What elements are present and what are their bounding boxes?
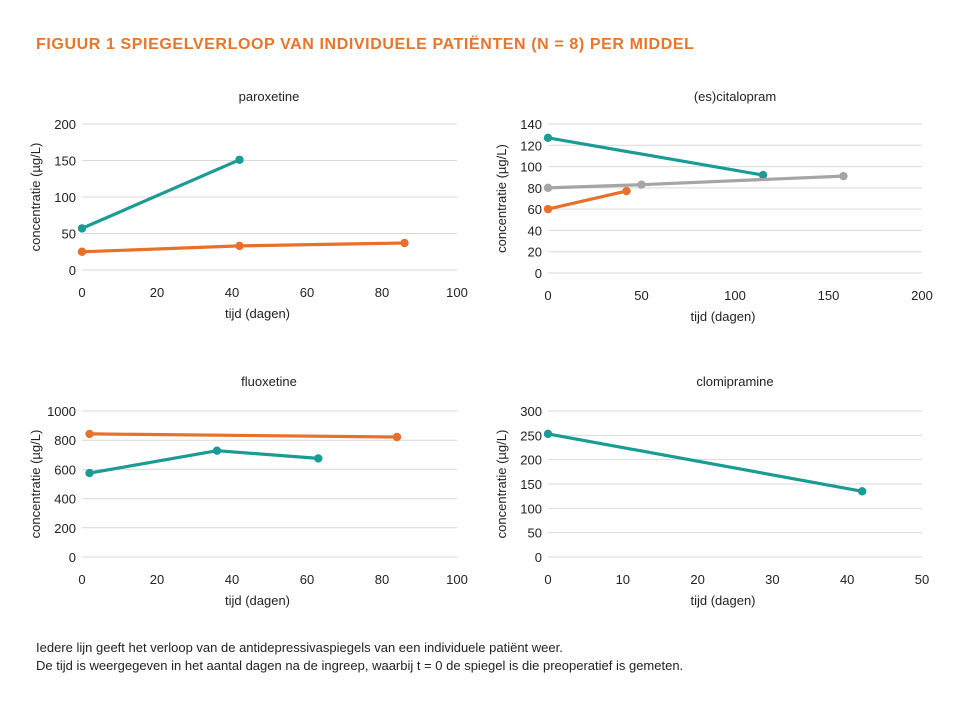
- x-axis-label: tijd (dagen): [690, 593, 755, 608]
- y-tick-label: 200: [54, 521, 76, 536]
- data-point: [235, 241, 244, 251]
- x-tick-label: 40: [225, 572, 239, 587]
- y-tick-label: 100: [520, 160, 542, 175]
- x-tick-label: 80: [375, 572, 389, 587]
- x-tick-label: 100: [446, 572, 468, 587]
- chart-0: 0 50 100 150 200 0 20 40 60 80 100 paroxetine tijd (…: [28, 89, 468, 321]
- x-tick-label: 50: [915, 572, 929, 587]
- data-point: [543, 429, 553, 439]
- chart-2: 0 200 400 600 800 1000 0 20 40 60 80 100 fluoxetine t…: [28, 374, 468, 608]
- data-point: [622, 186, 631, 196]
- x-tick-label: 60: [300, 285, 314, 300]
- y-axis-label: concentratie (µg/L): [494, 430, 509, 539]
- y-tick-label: 120: [520, 138, 542, 153]
- y-tick-label: 400: [54, 492, 76, 507]
- y-tick-label: 40: [528, 223, 542, 238]
- data-point: [235, 155, 244, 164]
- data-point: [839, 171, 848, 181]
- y-axis-label: concentratie (µg/L): [28, 143, 43, 252]
- data-point: [758, 170, 768, 180]
- y-tick-label: 0: [535, 266, 542, 281]
- data-point: [392, 432, 402, 442]
- y-tick-label: 0: [69, 550, 76, 565]
- data-point: [637, 180, 646, 189]
- x-tick-label: 150: [818, 288, 840, 303]
- series-line: [546, 174, 846, 190]
- chart-title: (es)citalopram: [694, 89, 776, 104]
- chart-1: 0 20 40 60 80 100 120 140 0 50 100 150 200 (es)citalo…: [494, 89, 933, 324]
- y-tick-label: 300: [520, 404, 542, 419]
- y-tick-label: 80: [528, 181, 542, 196]
- y-tick-label: 200: [520, 453, 542, 468]
- x-tick-label: 100: [446, 285, 468, 300]
- x-axis-label: tijd (dagen): [225, 306, 290, 321]
- x-tick-label: 40: [225, 285, 239, 300]
- x-tick-label: 20: [150, 285, 164, 300]
- y-tick-label: 150: [54, 154, 76, 169]
- y-tick-label: 0: [535, 550, 542, 565]
- y-tick-label: 60: [528, 202, 542, 217]
- series-line: [546, 136, 765, 177]
- data-point: [85, 429, 94, 439]
- x-tick-label: 0: [544, 572, 551, 587]
- chart-title: paroxetine: [239, 89, 300, 104]
- x-tick-label: 40: [840, 572, 854, 587]
- x-tick-label: 10: [616, 572, 630, 587]
- data-point: [857, 487, 867, 496]
- chart-3: 0 50 100 150 200 250 300 0 10 20 30 40 50 clomipramin…: [494, 374, 929, 608]
- x-tick-label: 20: [150, 572, 164, 587]
- y-tick-label: 20: [528, 245, 542, 260]
- x-tick-label: 0: [544, 288, 551, 303]
- y-tick-label: 50: [62, 227, 76, 242]
- y-axis-label: concentratie (µg/L): [494, 144, 509, 253]
- x-tick-label: 20: [690, 572, 704, 587]
- y-tick-label: 200: [54, 117, 76, 132]
- x-axis-label: tijd (dagen): [690, 309, 755, 324]
- y-tick-label: 100: [54, 190, 76, 205]
- chart-title: clomipramine: [696, 374, 773, 389]
- data-point: [77, 224, 87, 233]
- data-point: [85, 468, 94, 478]
- data-point: [543, 183, 553, 193]
- x-tick-label: 80: [375, 285, 389, 300]
- x-tick-label: 30: [765, 572, 779, 587]
- y-tick-label: 600: [54, 462, 76, 477]
- x-tick-label: 60: [300, 572, 314, 587]
- x-axis-label: tijd (dagen): [225, 593, 290, 608]
- y-tick-label: 0: [69, 263, 76, 278]
- data-point: [543, 204, 553, 214]
- x-tick-label: 100: [724, 288, 746, 303]
- y-tick-label: 150: [520, 477, 542, 492]
- data-point: [212, 446, 222, 455]
- series-line: [80, 158, 242, 230]
- y-tick-label: 250: [520, 428, 542, 443]
- x-tick-label: 0: [78, 572, 85, 587]
- caption-line-2: De tijd is weergegeven in het aantal dag…: [36, 658, 684, 673]
- figure-title: FIGUUR 1 SPIEGELVERLOOP VAN INDIVIDUELE …: [36, 36, 695, 53]
- y-tick-label: 50: [528, 526, 542, 541]
- y-tick-label: 1000: [47, 404, 76, 419]
- data-point: [543, 133, 553, 143]
- y-tick-label: 100: [520, 501, 542, 516]
- data-point: [314, 454, 323, 463]
- series-line: [87, 432, 399, 439]
- x-tick-label: 50: [634, 288, 648, 303]
- y-tick-label: 800: [54, 433, 76, 448]
- data-point: [77, 247, 87, 256]
- x-tick-label: 0: [78, 285, 85, 300]
- series-line: [546, 432, 864, 493]
- y-tick-label: 140: [520, 117, 542, 132]
- data-point: [400, 238, 409, 248]
- chart-title: fluoxetine: [241, 374, 297, 389]
- y-axis-label: concentratie (µg/L): [28, 430, 43, 539]
- caption-line-1: Iedere lijn geeft het verloop van de ant…: [36, 640, 563, 655]
- x-tick-label: 200: [911, 288, 933, 303]
- series-line: [546, 189, 629, 211]
